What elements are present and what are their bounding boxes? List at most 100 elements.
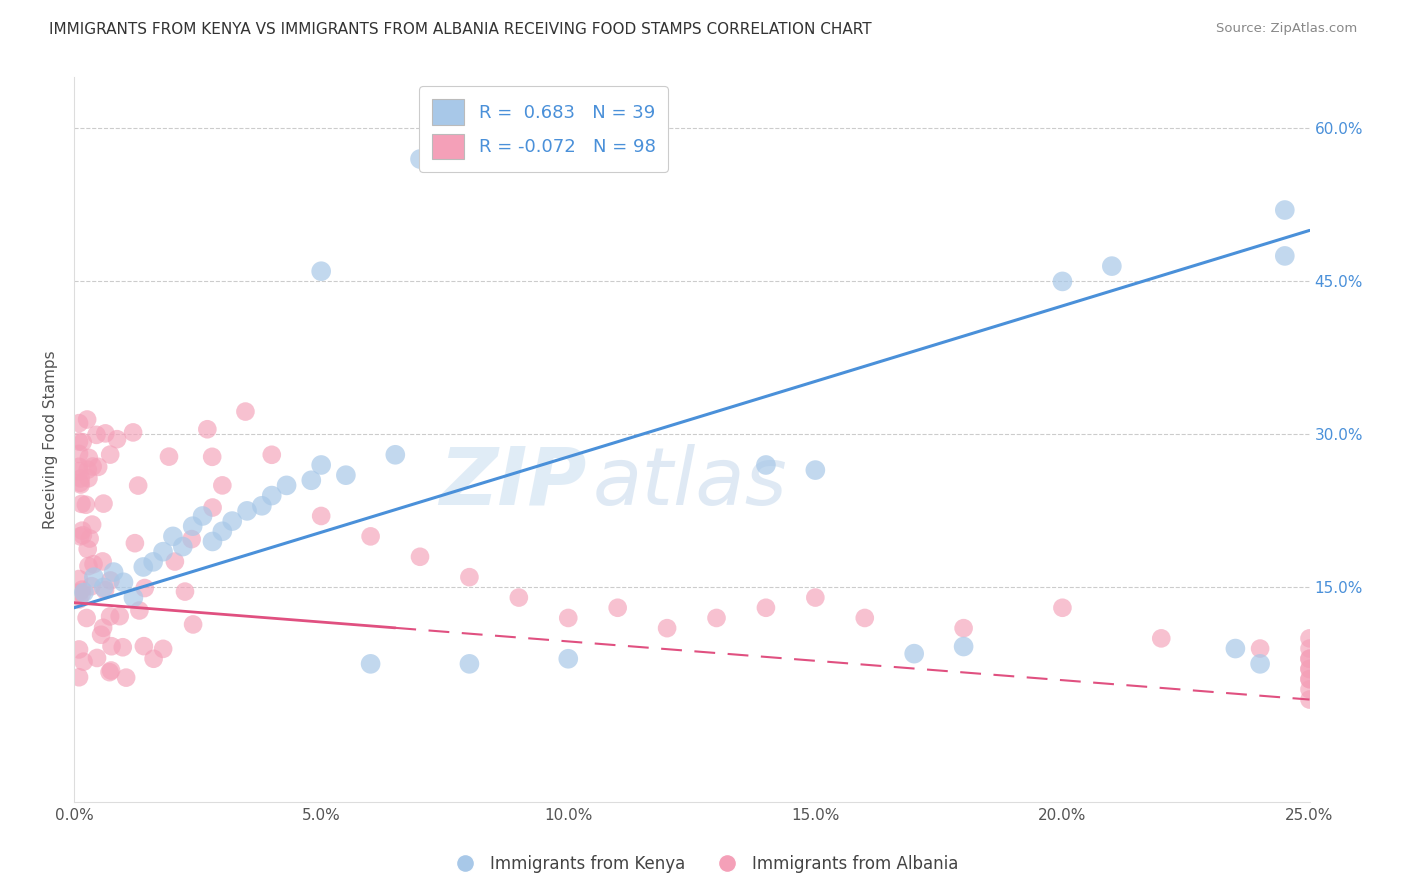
Point [91,621,114,635]
Point [952,640,974,654]
Point [86,428,108,442]
Point [132,560,155,574]
Point [93,580,115,594]
Point [706,611,728,625]
Point [124,536,146,550]
Point [557,611,579,625]
Point [90,628,112,642]
Point [1298,632,1320,646]
Point [1298,672,1320,686]
Point [73,585,96,599]
Point [309,508,332,523]
Point [67,585,90,599]
Point [157,450,180,464]
Text: Source: ZipAtlas.com: Source: ZipAtlas.com [1216,22,1357,36]
Point [211,478,233,492]
Point [76,611,98,625]
Point [91,554,114,568]
Point [557,652,579,666]
Point [132,639,155,653]
Point [1274,202,1296,217]
Point [299,473,322,487]
Point [1249,641,1271,656]
Point [115,671,138,685]
Point [606,600,628,615]
Point [162,529,184,543]
Point [1298,682,1320,697]
Point [127,478,149,492]
Point [72,435,94,450]
Point [69,475,91,490]
Point [98,609,121,624]
Point [360,657,382,671]
Point [108,609,131,624]
Point [181,519,204,533]
Point [1150,632,1173,646]
Point [100,639,122,653]
Point [103,565,125,579]
Point [70,582,93,597]
Point [181,617,204,632]
Point [236,504,259,518]
Point [1298,662,1320,676]
Point [70,586,93,600]
Text: IMMIGRANTS FROM KENYA VS IMMIGRANTS FROM ALBANIA RECEIVING FOOD STAMPS CORRELATI: IMMIGRANTS FROM KENYA VS IMMIGRANTS FROM… [49,22,872,37]
Point [235,404,257,418]
Point [1101,259,1123,273]
Point [309,264,332,278]
Legend: R =  0.683   N = 39, R = -0.072   N = 98: R = 0.683 N = 39, R = -0.072 N = 98 [419,87,668,172]
Point [1052,274,1074,288]
Point [458,657,481,671]
Point [67,592,90,607]
Point [201,534,224,549]
Point [79,532,101,546]
Point [94,583,117,598]
Point [98,665,121,680]
Point [80,579,103,593]
Point [903,647,925,661]
Point [360,529,382,543]
Point [152,641,174,656]
Point [384,448,406,462]
Point [69,471,91,485]
Point [134,581,156,595]
Point [508,591,530,605]
Point [1298,662,1320,676]
Point [163,555,186,569]
Point [755,458,778,472]
Point [128,603,150,617]
Point [952,621,974,635]
Point [67,459,90,474]
Point [309,458,332,472]
Point [77,471,100,485]
Point [142,555,165,569]
Point [260,489,283,503]
Point [83,558,105,572]
Point [76,463,98,477]
Point [93,497,115,511]
Point [76,412,98,426]
Point [755,600,778,615]
Point [77,559,100,574]
Point [82,459,104,474]
Point [195,422,218,436]
Point [105,432,128,446]
Point [201,450,224,464]
Point [409,152,432,166]
Point [75,498,97,512]
Y-axis label: Receiving Food Stamps: Receiving Food Stamps [44,351,58,529]
Point [1298,652,1320,666]
Point [250,499,273,513]
Point [1298,672,1320,686]
Point [804,463,827,477]
Point [276,478,298,492]
Legend: Immigrants from Kenya, Immigrants from Albania: Immigrants from Kenya, Immigrants from A… [441,848,965,880]
Point [76,542,98,557]
Text: ZIP: ZIP [440,444,586,522]
Point [67,464,90,478]
Point [655,621,678,635]
Point [191,508,214,523]
Point [1298,692,1320,706]
Point [335,468,357,483]
Point [201,500,224,515]
